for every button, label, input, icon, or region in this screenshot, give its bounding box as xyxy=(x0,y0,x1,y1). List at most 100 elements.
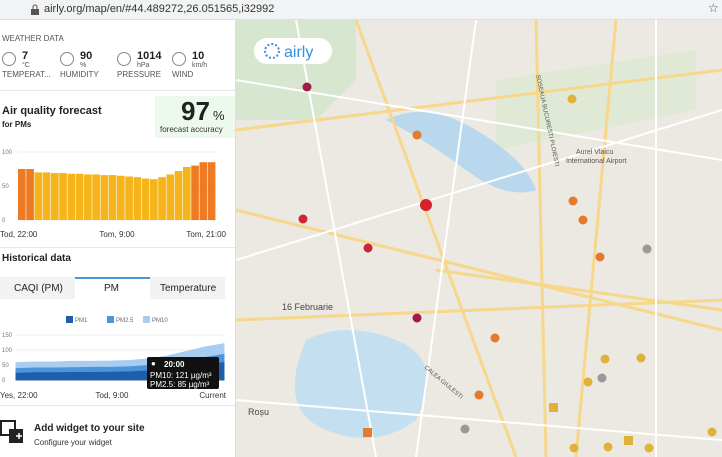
marker[interactable] xyxy=(490,333,500,343)
marker[interactable] xyxy=(642,244,652,254)
widget-title[interactable]: Add widget to your site xyxy=(34,423,145,434)
tooltip-time: 20:00 xyxy=(164,360,185,369)
tab[interactable]: PM xyxy=(104,283,119,294)
y-tick-label: 0 xyxy=(2,378,6,384)
lake xyxy=(386,112,536,193)
marker[interactable] xyxy=(549,403,558,412)
tab[interactable]: CAQI (PM) xyxy=(14,283,63,294)
weather-unit: km/h xyxy=(192,62,208,69)
divider xyxy=(0,247,235,248)
divider xyxy=(0,90,235,91)
bar xyxy=(191,165,199,220)
marker[interactable] xyxy=(597,373,607,383)
logo-icon xyxy=(264,43,280,59)
legend-label: PM1 xyxy=(75,318,88,324)
x-tick-label: Tod, 9:00 xyxy=(96,391,129,400)
forecast-title: Air quality forecast xyxy=(2,105,102,117)
tab[interactable]: Temperature xyxy=(160,283,217,294)
streets xyxy=(236,20,722,457)
lake xyxy=(294,330,428,438)
marker[interactable] xyxy=(583,377,593,387)
main-roads xyxy=(236,20,722,457)
bar xyxy=(141,178,150,220)
weather-value: 90 xyxy=(80,50,93,62)
marker[interactable] xyxy=(569,443,579,453)
tooltip-dot: ● xyxy=(151,359,156,368)
y-tick-label: 50 xyxy=(2,184,9,190)
lock-icon xyxy=(31,4,39,15)
bar xyxy=(59,173,67,220)
accuracy-label: forecast accuracy xyxy=(160,125,223,134)
marker[interactable] xyxy=(420,199,432,211)
marker[interactable] xyxy=(578,215,588,225)
marker[interactable] xyxy=(644,443,654,453)
bar xyxy=(125,176,133,220)
marker[interactable] xyxy=(460,424,470,434)
marker[interactable] xyxy=(624,436,633,445)
marker[interactable] xyxy=(412,313,422,323)
bar xyxy=(183,166,191,220)
x-tick-label: Tom, 9:00 xyxy=(99,230,135,239)
bar xyxy=(67,173,76,220)
bar xyxy=(26,169,34,220)
y-tick-label: 100 xyxy=(2,150,13,156)
marker[interactable] xyxy=(298,214,308,224)
weather-unit: hPa xyxy=(137,62,150,69)
weather-label: HUMIDITY xyxy=(60,70,99,79)
forecast-subtitle: for PMs xyxy=(2,120,32,129)
legend-swatch xyxy=(143,316,150,323)
bar xyxy=(199,162,208,220)
weather-value: 7 xyxy=(22,50,29,62)
marker[interactable] xyxy=(567,94,577,104)
y-tick-label: 0 xyxy=(2,218,6,224)
bar xyxy=(117,175,125,220)
bar xyxy=(42,172,51,220)
weather-value: 1014 xyxy=(137,50,162,62)
bar xyxy=(174,171,183,220)
weather-value: 10 xyxy=(192,50,205,62)
bar xyxy=(34,172,43,220)
accuracy-box xyxy=(155,96,235,138)
marker[interactable] xyxy=(600,354,610,364)
bar xyxy=(75,173,84,220)
place-label: Aurel Vlaicu xyxy=(576,149,613,156)
star-icon[interactable]: ☆ xyxy=(708,1,719,15)
marker[interactable] xyxy=(707,427,717,437)
weather-icon xyxy=(172,52,186,66)
airport xyxy=(496,50,696,150)
legend-swatch xyxy=(107,316,114,323)
marker[interactable] xyxy=(595,252,605,262)
y-tick-label: 50 xyxy=(2,363,9,369)
y-tick-label: 100 xyxy=(2,348,13,354)
weather-unit: °C xyxy=(22,62,30,69)
legend-label: PM10 xyxy=(152,318,168,324)
widget-icon[interactable] xyxy=(0,420,26,446)
logo: airly xyxy=(284,44,313,61)
forecast-chart: 0 50 100 Tod, 22:00 Tom, 9:00 Tom, 21:00 xyxy=(0,150,227,239)
bar xyxy=(150,179,158,220)
marker[interactable] xyxy=(302,82,312,92)
marker[interactable] xyxy=(636,353,646,363)
bar xyxy=(100,175,109,220)
x-tick-label: Current xyxy=(199,391,226,400)
url[interactable]: airly.org/map/en/#44.489272,26.051565,i3… xyxy=(44,3,275,15)
tooltip xyxy=(147,357,219,389)
address-bar[interactable] xyxy=(0,0,722,20)
marker[interactable] xyxy=(568,196,578,206)
marker[interactable] xyxy=(363,428,372,437)
place-label: 16 Februarie xyxy=(282,302,333,312)
historical-chart: 0 50 100 150 PM1 PM2.5 PM10 Yes, 22:00 Tod, 9:00… xyxy=(0,316,227,400)
bar xyxy=(158,177,166,220)
active-tab xyxy=(75,277,150,299)
historical-title: Historical data xyxy=(2,253,71,264)
marker[interactable] xyxy=(474,390,484,400)
weather-label: PRESSURE xyxy=(117,70,162,79)
bar xyxy=(133,177,142,220)
map[interactable]: airly SOSEAUA BUCURESTI PLOIESTI Aurel V… xyxy=(236,20,722,457)
marker[interactable] xyxy=(412,130,422,140)
marker[interactable] xyxy=(363,243,373,253)
sensor-markers xyxy=(298,82,717,453)
marker[interactable] xyxy=(603,442,613,452)
section-title: WEATHER DATA xyxy=(2,34,64,43)
